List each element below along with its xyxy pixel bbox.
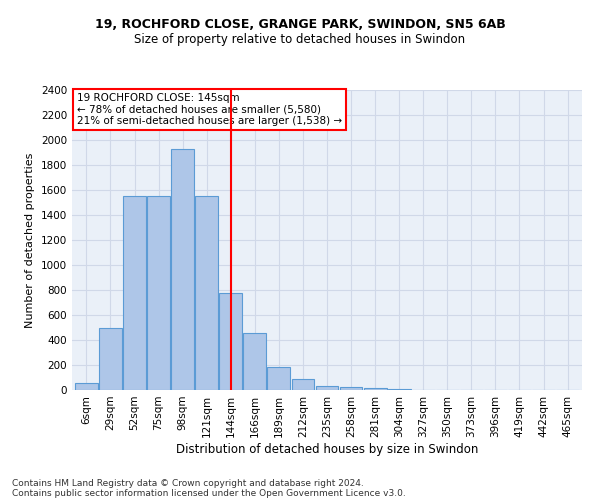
Bar: [171, 149, 194, 390]
Text: 19, ROCHFORD CLOSE, GRANGE PARK, SWINDON, SN5 6AB: 19, ROCHFORD CLOSE, GRANGE PARK, SWINDON…: [95, 18, 505, 30]
Bar: [244, 332, 266, 390]
Bar: [316, 386, 338, 390]
Bar: [220, 292, 242, 390]
Y-axis label: Number of detached properties: Number of detached properties: [25, 152, 35, 328]
Bar: [147, 196, 170, 390]
Bar: [99, 328, 122, 390]
Bar: [340, 387, 362, 390]
Bar: [292, 379, 314, 390]
Bar: [364, 388, 386, 390]
Bar: [75, 382, 98, 390]
X-axis label: Distribution of detached houses by size in Swindon: Distribution of detached houses by size …: [176, 442, 478, 456]
Bar: [123, 196, 146, 390]
Text: Contains public sector information licensed under the Open Government Licence v3: Contains public sector information licen…: [12, 488, 406, 498]
Text: Size of property relative to detached houses in Swindon: Size of property relative to detached ho…: [134, 32, 466, 46]
Text: Contains HM Land Registry data © Crown copyright and database right 2024.: Contains HM Land Registry data © Crown c…: [12, 478, 364, 488]
Bar: [268, 367, 290, 390]
Text: 19 ROCHFORD CLOSE: 145sqm
← 78% of detached houses are smaller (5,580)
21% of se: 19 ROCHFORD CLOSE: 145sqm ← 78% of detac…: [77, 93, 342, 126]
Bar: [195, 196, 218, 390]
